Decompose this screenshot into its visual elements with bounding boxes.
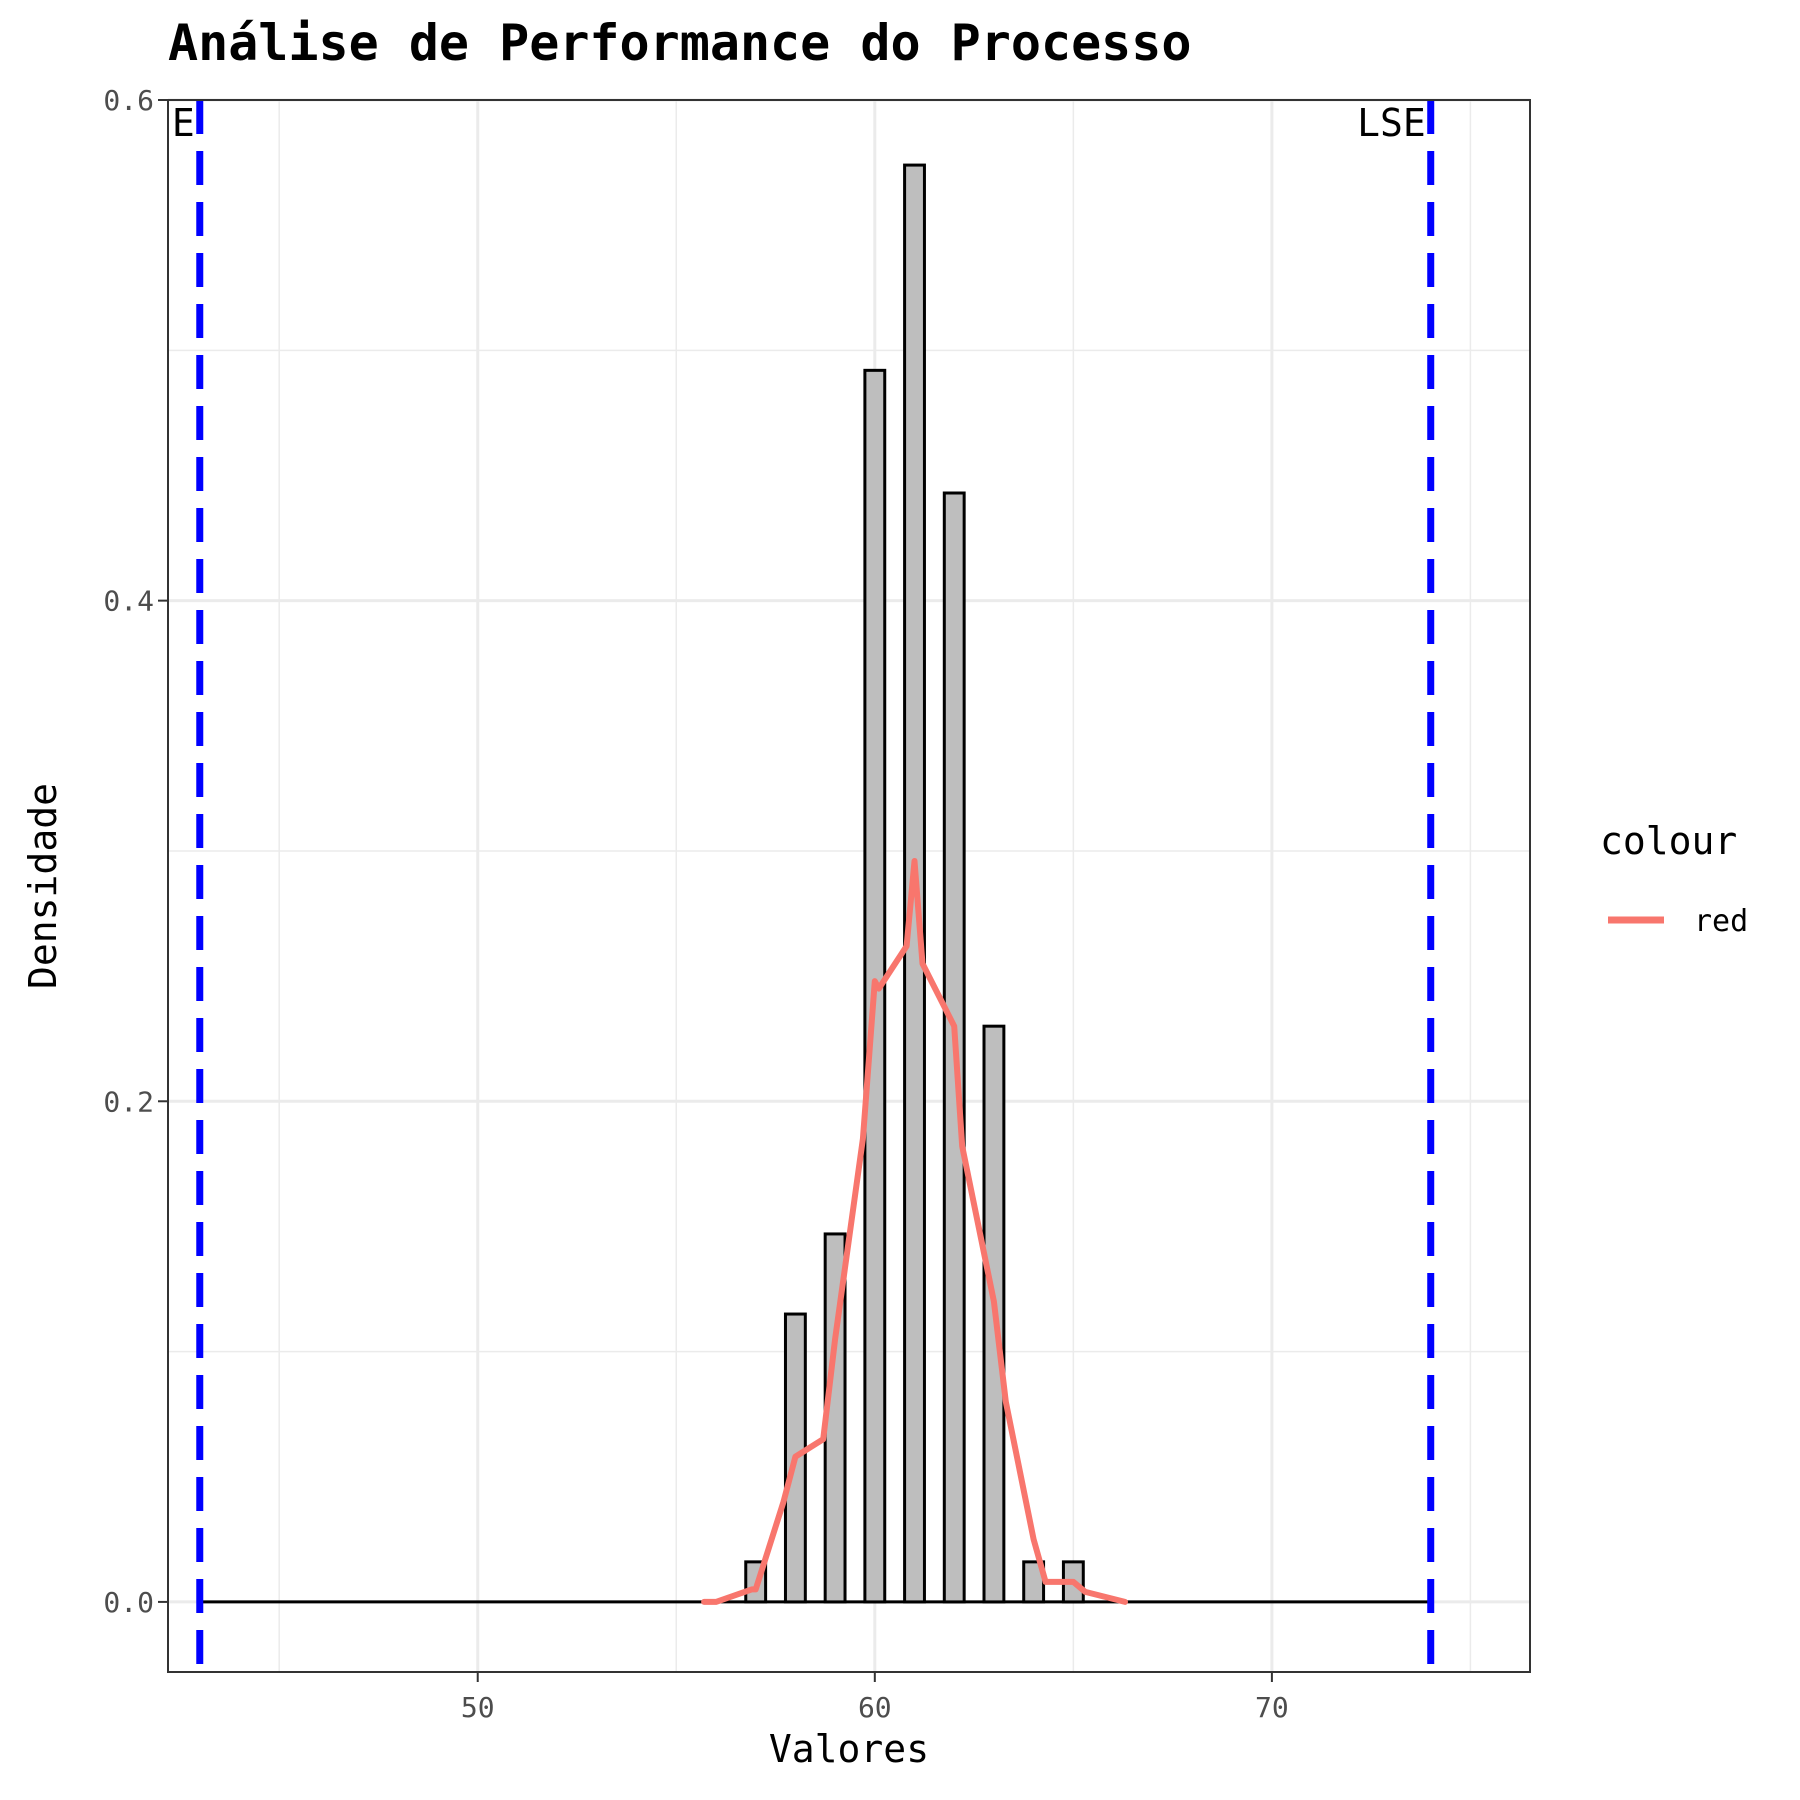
x-tick-label: 60 <box>858 1691 892 1724</box>
y-tick-label: 0.6 <box>103 84 154 117</box>
spec-limit-label-lie: LIE <box>126 101 195 145</box>
chart-title: Análise de Performance do Processo <box>168 14 1192 72</box>
legend: colour red <box>1600 819 1748 939</box>
x-axis: 50 60 70 <box>461 1672 1289 1724</box>
panel-border <box>167 99 1531 1673</box>
y-axis: 0.0 0.2 0.4 0.6 <box>103 84 168 1619</box>
legend-label: red <box>1694 904 1748 939</box>
plot-panel: LIE LSE <box>126 98 1531 1673</box>
plot-content: LIE LSE <box>126 100 1435 1672</box>
legend-title: colour <box>1600 819 1737 863</box>
x-axis-title: Valores <box>769 1727 929 1771</box>
y-tick-label: 0.2 <box>103 1085 154 1118</box>
spec-limit-label-lse: LSE <box>1357 101 1426 145</box>
y-tick-label: 0.4 <box>103 585 154 618</box>
panel-background <box>168 100 1530 1672</box>
density-curve <box>701 858 1128 1605</box>
y-tick-label: 0.0 <box>103 1586 154 1619</box>
x-tick-label: 70 <box>1255 1691 1289 1724</box>
y-axis-title: Densidade <box>21 783 65 989</box>
x-tick-label: 50 <box>461 1691 495 1724</box>
